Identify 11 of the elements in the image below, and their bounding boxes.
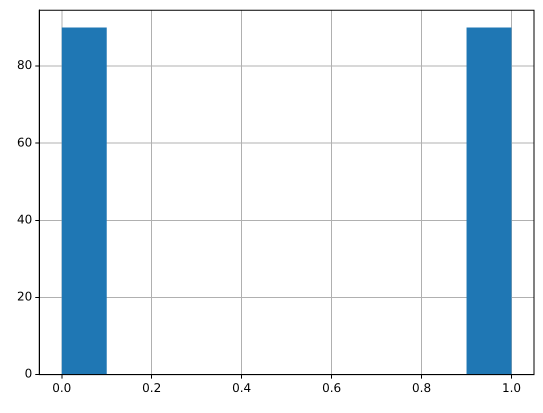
x-tick-label: 1.0 [502,380,522,395]
y-tick-label: 40 [16,212,32,226]
y-tick-label: 0 [24,366,32,381]
x-tick-label: 0.2 [142,380,162,395]
x-tick-label: 0.0 [52,380,72,395]
x-tick-label: 0.8 [412,380,432,395]
y-tick-label: 20 [16,290,32,304]
y-tick-label: 80 [16,58,32,72]
y-tick-label: 60 [16,135,32,150]
x-tick-label: 0.6 [322,380,342,395]
x-tick-label: 0.4 [232,380,252,395]
